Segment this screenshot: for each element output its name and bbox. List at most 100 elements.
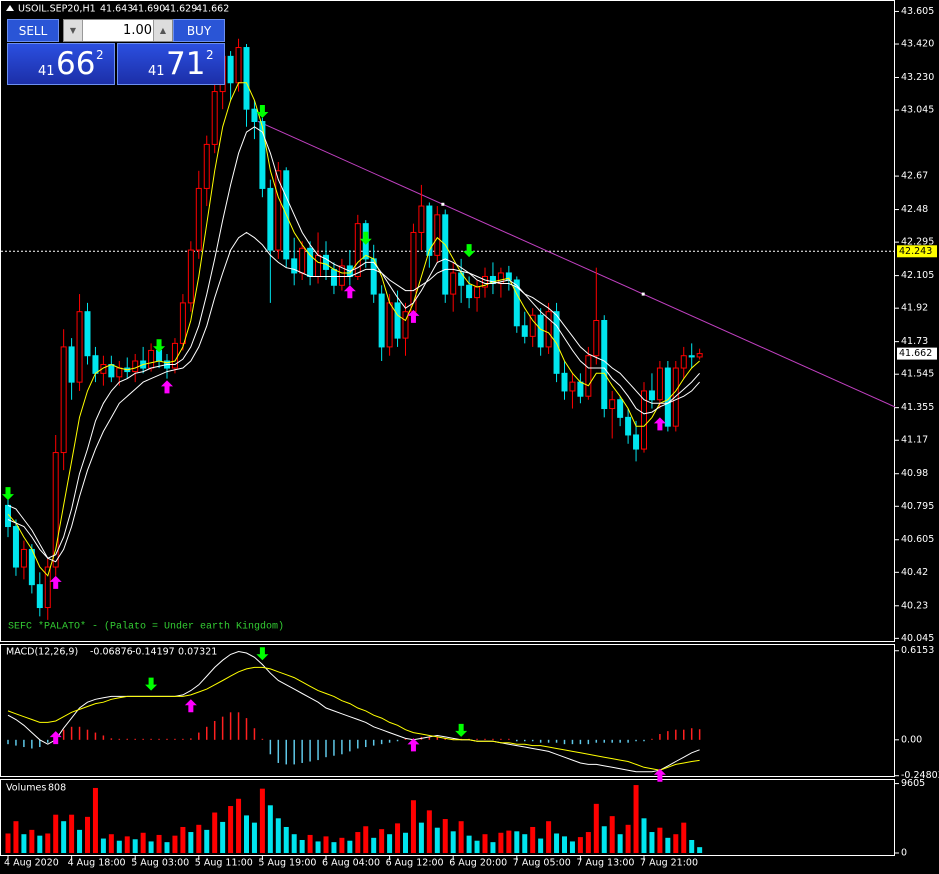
volume-bar: [69, 814, 75, 853]
candle-body: [299, 247, 306, 274]
volume-bar: [164, 842, 170, 853]
volume-bar: [379, 829, 385, 853]
indicator-title: MACD(12,26,9): [6, 647, 78, 658]
volume-frame: [0, 779, 895, 856]
candle-body: [203, 143, 210, 189]
volume-bar: [220, 821, 226, 853]
y-tick-label: 42.105: [901, 270, 934, 281]
volume-bar: [554, 833, 560, 853]
candle-body: [378, 293, 385, 348]
last-high: 41.690: [132, 4, 165, 15]
volume-bar: [61, 821, 67, 853]
candle-body: [688, 355, 695, 358]
y-tick-label: -0.24803: [901, 770, 939, 781]
volume-bar: [323, 836, 329, 853]
volume-bar: [577, 837, 583, 853]
volume-bar: [395, 823, 401, 853]
candle-body: [633, 434, 640, 450]
current-price-label: 41.662: [899, 348, 932, 359]
bid-frac: 2: [96, 48, 104, 62]
candle-body: [394, 302, 401, 339]
candle-body: [656, 367, 663, 401]
candle-body: [529, 314, 536, 337]
candle-body: [187, 249, 194, 304]
buy-button[interactable]: BUY: [173, 19, 225, 42]
candle-body: [402, 311, 409, 339]
volume-bar: [426, 810, 432, 853]
volume-bar: [77, 829, 83, 853]
candle-body: [315, 254, 322, 277]
candle-body: [601, 320, 608, 410]
volume-bar: [514, 831, 520, 853]
volume-bar: [85, 816, 90, 853]
volume-bar: [92, 787, 98, 853]
buy-arrow: [49, 575, 62, 589]
buy-arrow: [407, 738, 420, 752]
candle-body: [569, 381, 576, 392]
candle-body: [60, 346, 67, 454]
x-tick-label: 4 Aug 18:00: [68, 858, 126, 869]
candle-body: [617, 399, 624, 418]
volume-bar: [641, 818, 647, 853]
volume-bar: [5, 833, 11, 853]
volume-bar: [363, 826, 369, 853]
x-tick-label: 5 Aug 19:00: [258, 858, 316, 869]
candle-body: [442, 214, 449, 295]
ask-price[interactable]: 41 71 2: [117, 43, 225, 85]
trendline: [257, 120, 896, 408]
buy-arrow: [49, 731, 62, 745]
candle-body: [235, 47, 242, 84]
ask-big: 41: [148, 64, 165, 79]
volume-bar: [156, 834, 162, 853]
lot-spinner[interactable]: ▼: [64, 20, 83, 41]
symbol-icon: [6, 5, 14, 11]
volume-bar: [410, 800, 416, 853]
x-tick-label: 4 Aug 2020: [4, 858, 59, 869]
volume-bar: [124, 836, 130, 853]
volume-bar: [681, 822, 687, 853]
moving-average: [7, 231, 700, 563]
volume-bar: [506, 830, 512, 853]
x-tick-label: 7 Aug 21:00: [640, 858, 698, 869]
signal-value: -0.14197: [132, 647, 175, 658]
y-tick-label: 0.00: [901, 734, 922, 745]
volume-bar: [21, 834, 27, 853]
lot-input[interactable]: ▼ 1.00 ▲: [63, 19, 173, 42]
volume-bar: [562, 836, 567, 853]
y-tick-label: 43.230: [901, 72, 934, 83]
candle-body: [195, 187, 202, 251]
volume-bar: [53, 814, 59, 853]
volume-bar: [434, 827, 440, 853]
candle-body: [338, 265, 345, 286]
volume-bar: [148, 841, 154, 853]
x-tick-label: 7 Aug 13:00: [576, 858, 634, 869]
macd-value: -0.06876: [90, 647, 133, 658]
volume-bar: [689, 839, 695, 853]
volume-bar: [387, 834, 393, 853]
symbol: USOIL.SEP20,H1: [18, 4, 96, 15]
sell-button[interactable]: SELL: [7, 19, 59, 42]
candle-body: [434, 214, 441, 256]
volume-bar: [315, 841, 321, 853]
volume-bar: [466, 835, 472, 853]
volume-bar: [132, 839, 138, 853]
volume-bar: [188, 832, 194, 853]
price-level-label: 42.243: [899, 246, 932, 257]
candle-body: [251, 108, 258, 123]
volume-bar: [108, 834, 114, 853]
lot-spinner-up[interactable]: ▲: [153, 20, 172, 41]
candle-body: [537, 314, 544, 348]
candle-body: [44, 566, 51, 609]
candle-body: [28, 548, 35, 586]
bid-price[interactable]: 41 66 2: [7, 43, 115, 85]
volume-bar: [347, 840, 353, 853]
candle-body: [641, 390, 647, 450]
volume-bar: [418, 822, 424, 853]
candle-body: [267, 187, 274, 251]
y-tick-label: 42.295: [901, 237, 934, 248]
annotation: SEFC *PALATO* - (Palato = Under earth Ki…: [8, 621, 284, 633]
price-level-box: [897, 245, 937, 258]
last-low: 41.629: [164, 4, 197, 15]
candle-body: [84, 311, 91, 357]
buy-arrow: [184, 699, 197, 713]
